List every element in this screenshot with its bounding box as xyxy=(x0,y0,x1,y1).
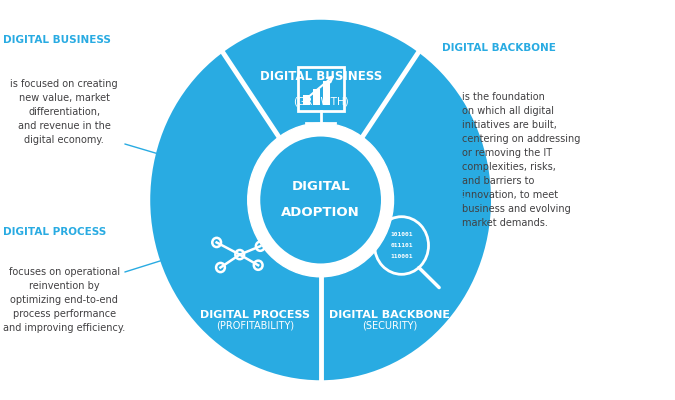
Text: (SECURITY): (SECURITY) xyxy=(362,320,417,330)
FancyBboxPatch shape xyxy=(323,81,330,105)
Ellipse shape xyxy=(248,123,394,277)
Text: is focused on creating
new value, market
differentiation,
and revenue in the
dig: is focused on creating new value, market… xyxy=(10,79,118,145)
FancyBboxPatch shape xyxy=(303,95,310,105)
Text: DIGITAL BUSINESS: DIGITAL BUSINESS xyxy=(3,35,111,45)
Text: focuses on operational
reinvention by
optimizing end-to-end
process performance
: focuses on operational reinvention by op… xyxy=(3,267,126,333)
Text: DIGITAL PROCESS: DIGITAL PROCESS xyxy=(200,310,310,320)
Ellipse shape xyxy=(259,135,383,265)
Text: DIGITAL: DIGITAL xyxy=(292,180,350,192)
Text: 101001: 101001 xyxy=(390,232,413,237)
Text: DIGITAL BACKBONE: DIGITAL BACKBONE xyxy=(442,43,556,53)
Text: 110001: 110001 xyxy=(390,254,413,259)
Ellipse shape xyxy=(148,18,493,382)
Text: (PROFITABILITY): (PROFITABILITY) xyxy=(216,320,294,330)
FancyBboxPatch shape xyxy=(313,88,320,105)
Text: DIGITAL PROCESS: DIGITAL PROCESS xyxy=(3,227,107,237)
Text: 011101: 011101 xyxy=(390,243,413,248)
Text: ADOPTION: ADOPTION xyxy=(281,206,360,218)
Text: DIGITAL BUSINESS: DIGITAL BUSINESS xyxy=(259,70,382,83)
Text: (GROWTH): (GROWTH) xyxy=(293,97,348,107)
Text: is the foundation
on which all digital
initiatives are built,
centering on addre: is the foundation on which all digital i… xyxy=(462,92,580,228)
Text: DIGITAL BACKBONE: DIGITAL BACKBONE xyxy=(329,310,450,320)
